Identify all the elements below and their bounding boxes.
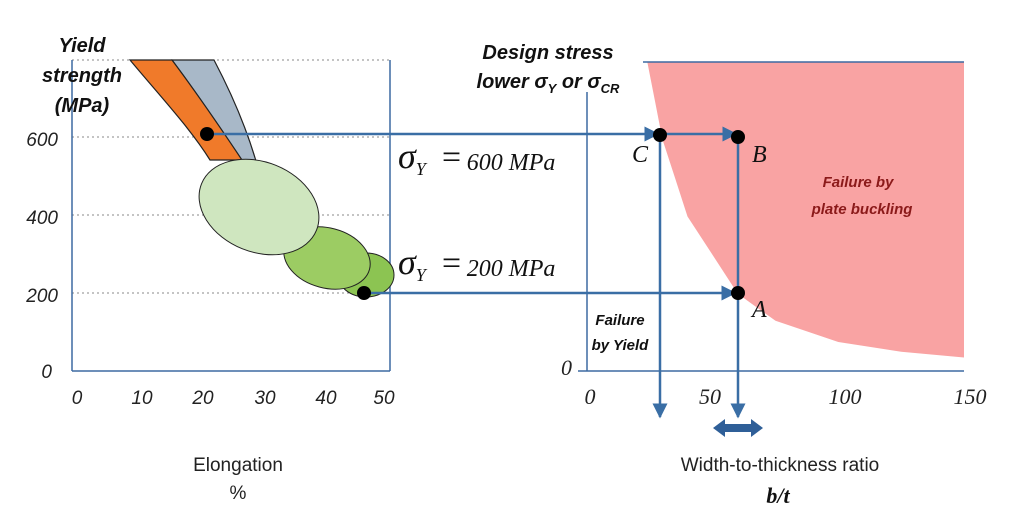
data-points: [200, 127, 745, 300]
point-label-a: A: [750, 297, 767, 323]
x-tick-r-50: 50: [699, 384, 721, 409]
y-tick-200: 200: [25, 286, 58, 307]
x-tick-30: 30: [254, 388, 276, 409]
double-arrow-icon: [713, 419, 763, 437]
sigma-600-text: σY = 600 MPa: [398, 136, 555, 179]
right-y-label-line-2: lower σY or σCR: [477, 71, 621, 96]
point-a: [731, 286, 745, 300]
x-tick-0: 0: [72, 388, 83, 409]
point-labels: C B A: [632, 142, 767, 323]
y-tick-600: 600: [26, 130, 58, 151]
x-tick-10: 10: [131, 388, 153, 409]
left-grid: [72, 59, 390, 294]
right-x-label-line-1: Width-to-thickness ratio: [681, 455, 880, 476]
y-label-line-1: Yield: [58, 35, 106, 57]
sigma-200-label: σY = 200 MPa: [398, 242, 555, 285]
x-label-line-1: Elongation: [193, 455, 283, 476]
sigma-600-label: σY = 600 MPa: [398, 136, 555, 179]
yield-region-label: Failure by Yield: [592, 312, 650, 354]
point-left-200: [357, 286, 371, 300]
y-label-line-2: strength: [42, 65, 122, 87]
left-chart: 600 400 200 0 0 10 20 30 40 50 Yield str…: [25, 35, 395, 504]
left-y-ticks: 600 400 200 0: [25, 130, 58, 383]
y-tick-0: 0: [41, 362, 52, 383]
left-x-ticks: 0 10 20 30 40 50: [72, 388, 395, 409]
sigma-200-text: σY = 200 MPa: [398, 242, 555, 285]
x-tick-20: 20: [191, 388, 214, 409]
x-tick-40: 40: [315, 388, 337, 409]
x-tick-r-150: 150: [954, 384, 987, 409]
buckling-label-line-1: Failure by: [823, 174, 895, 191]
right-x-label-line-2: b/t: [766, 483, 790, 508]
left-y-label: Yield strength (MPa): [42, 35, 122, 117]
right-x-label: Width-to-thickness ratio b/t: [681, 455, 880, 508]
left-x-label: Elongation %: [193, 455, 283, 504]
x-tick-r-100: 100: [829, 384, 862, 409]
point-label-c: C: [632, 142, 649, 168]
y-tick-400: 400: [26, 208, 58, 229]
x-label-line-2: %: [230, 483, 247, 504]
x-tick-50: 50: [373, 388, 395, 409]
point-label-b: B: [752, 142, 767, 168]
y-tick-r-0: 0: [561, 355, 572, 380]
point-left-600: [200, 127, 214, 141]
right-x-ticks: 0 50 100 150: [585, 384, 987, 409]
buckling-label-line-2: plate buckling: [811, 201, 913, 218]
yield-label-line-1: Failure: [595, 312, 644, 329]
connector-arrows: [210, 126, 763, 437]
point-b: [731, 130, 745, 144]
x-tick-r-0: 0: [585, 384, 596, 409]
light-green-ellipse: [198, 158, 320, 256]
right-y-label: Design stress lower σY or σCR: [477, 42, 621, 96]
buckling-region: [647, 62, 964, 358]
yield-label-line-2: by Yield: [592, 337, 650, 354]
point-c: [653, 128, 667, 142]
right-y-label-line-1: Design stress: [482, 42, 613, 64]
buckling-region-label: Failure by plate buckling: [811, 174, 913, 218]
y-label-line-3: (MPa): [55, 95, 110, 117]
